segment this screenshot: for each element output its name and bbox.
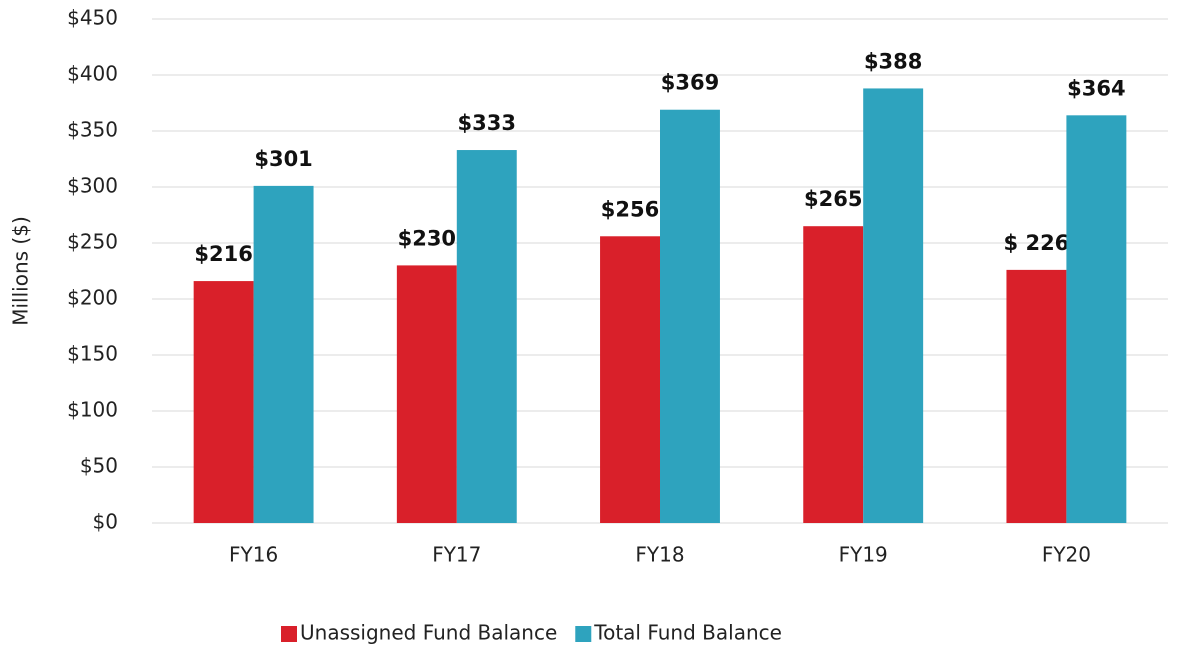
y-axis-label: Millions ($) [9,216,33,326]
value-label: $333 [458,111,516,135]
value-label: $230 [398,226,456,250]
y-tick-label: $250 [67,230,118,254]
legend-swatch [281,626,297,642]
value-label: $ 226 [1004,231,1070,255]
y-tick-label: $300 [67,174,118,198]
bar [803,226,864,523]
legend-label: Total Fund Balance [593,621,782,645]
value-label: $256 [601,197,659,221]
y-tick-label: $100 [67,398,118,422]
value-label: $388 [864,49,922,73]
value-label: $301 [254,147,312,171]
y-tick-label: $50 [80,454,118,478]
legend-swatch [575,626,592,642]
value-label: $216 [194,242,252,266]
bar [193,281,254,523]
bar [1066,115,1127,523]
x-tick-label: FY17 [432,543,481,567]
y-tick-label: $350 [67,118,118,142]
x-tick-label: FY18 [635,543,684,567]
value-label: $265 [804,187,862,211]
legend-label: Unassigned Fund Balance [300,621,557,645]
bar [863,88,924,523]
bar [396,265,457,523]
value-label: $369 [661,71,719,95]
bar [456,150,517,524]
y-tick-label: $0 [93,510,118,534]
bar [1006,269,1067,523]
y-tick-label: $450 [67,6,118,30]
value-label: $364 [1067,76,1125,100]
x-tick-label: FY16 [229,543,278,567]
x-tick-label: FY20 [1042,543,1091,567]
bar [660,109,720,523]
x-tick-label: FY19 [839,543,888,567]
bar [253,185,314,523]
y-tick-label: $150 [67,342,118,366]
bar [600,236,660,523]
y-tick-label: $400 [67,62,118,86]
y-tick-label: $200 [67,286,118,310]
